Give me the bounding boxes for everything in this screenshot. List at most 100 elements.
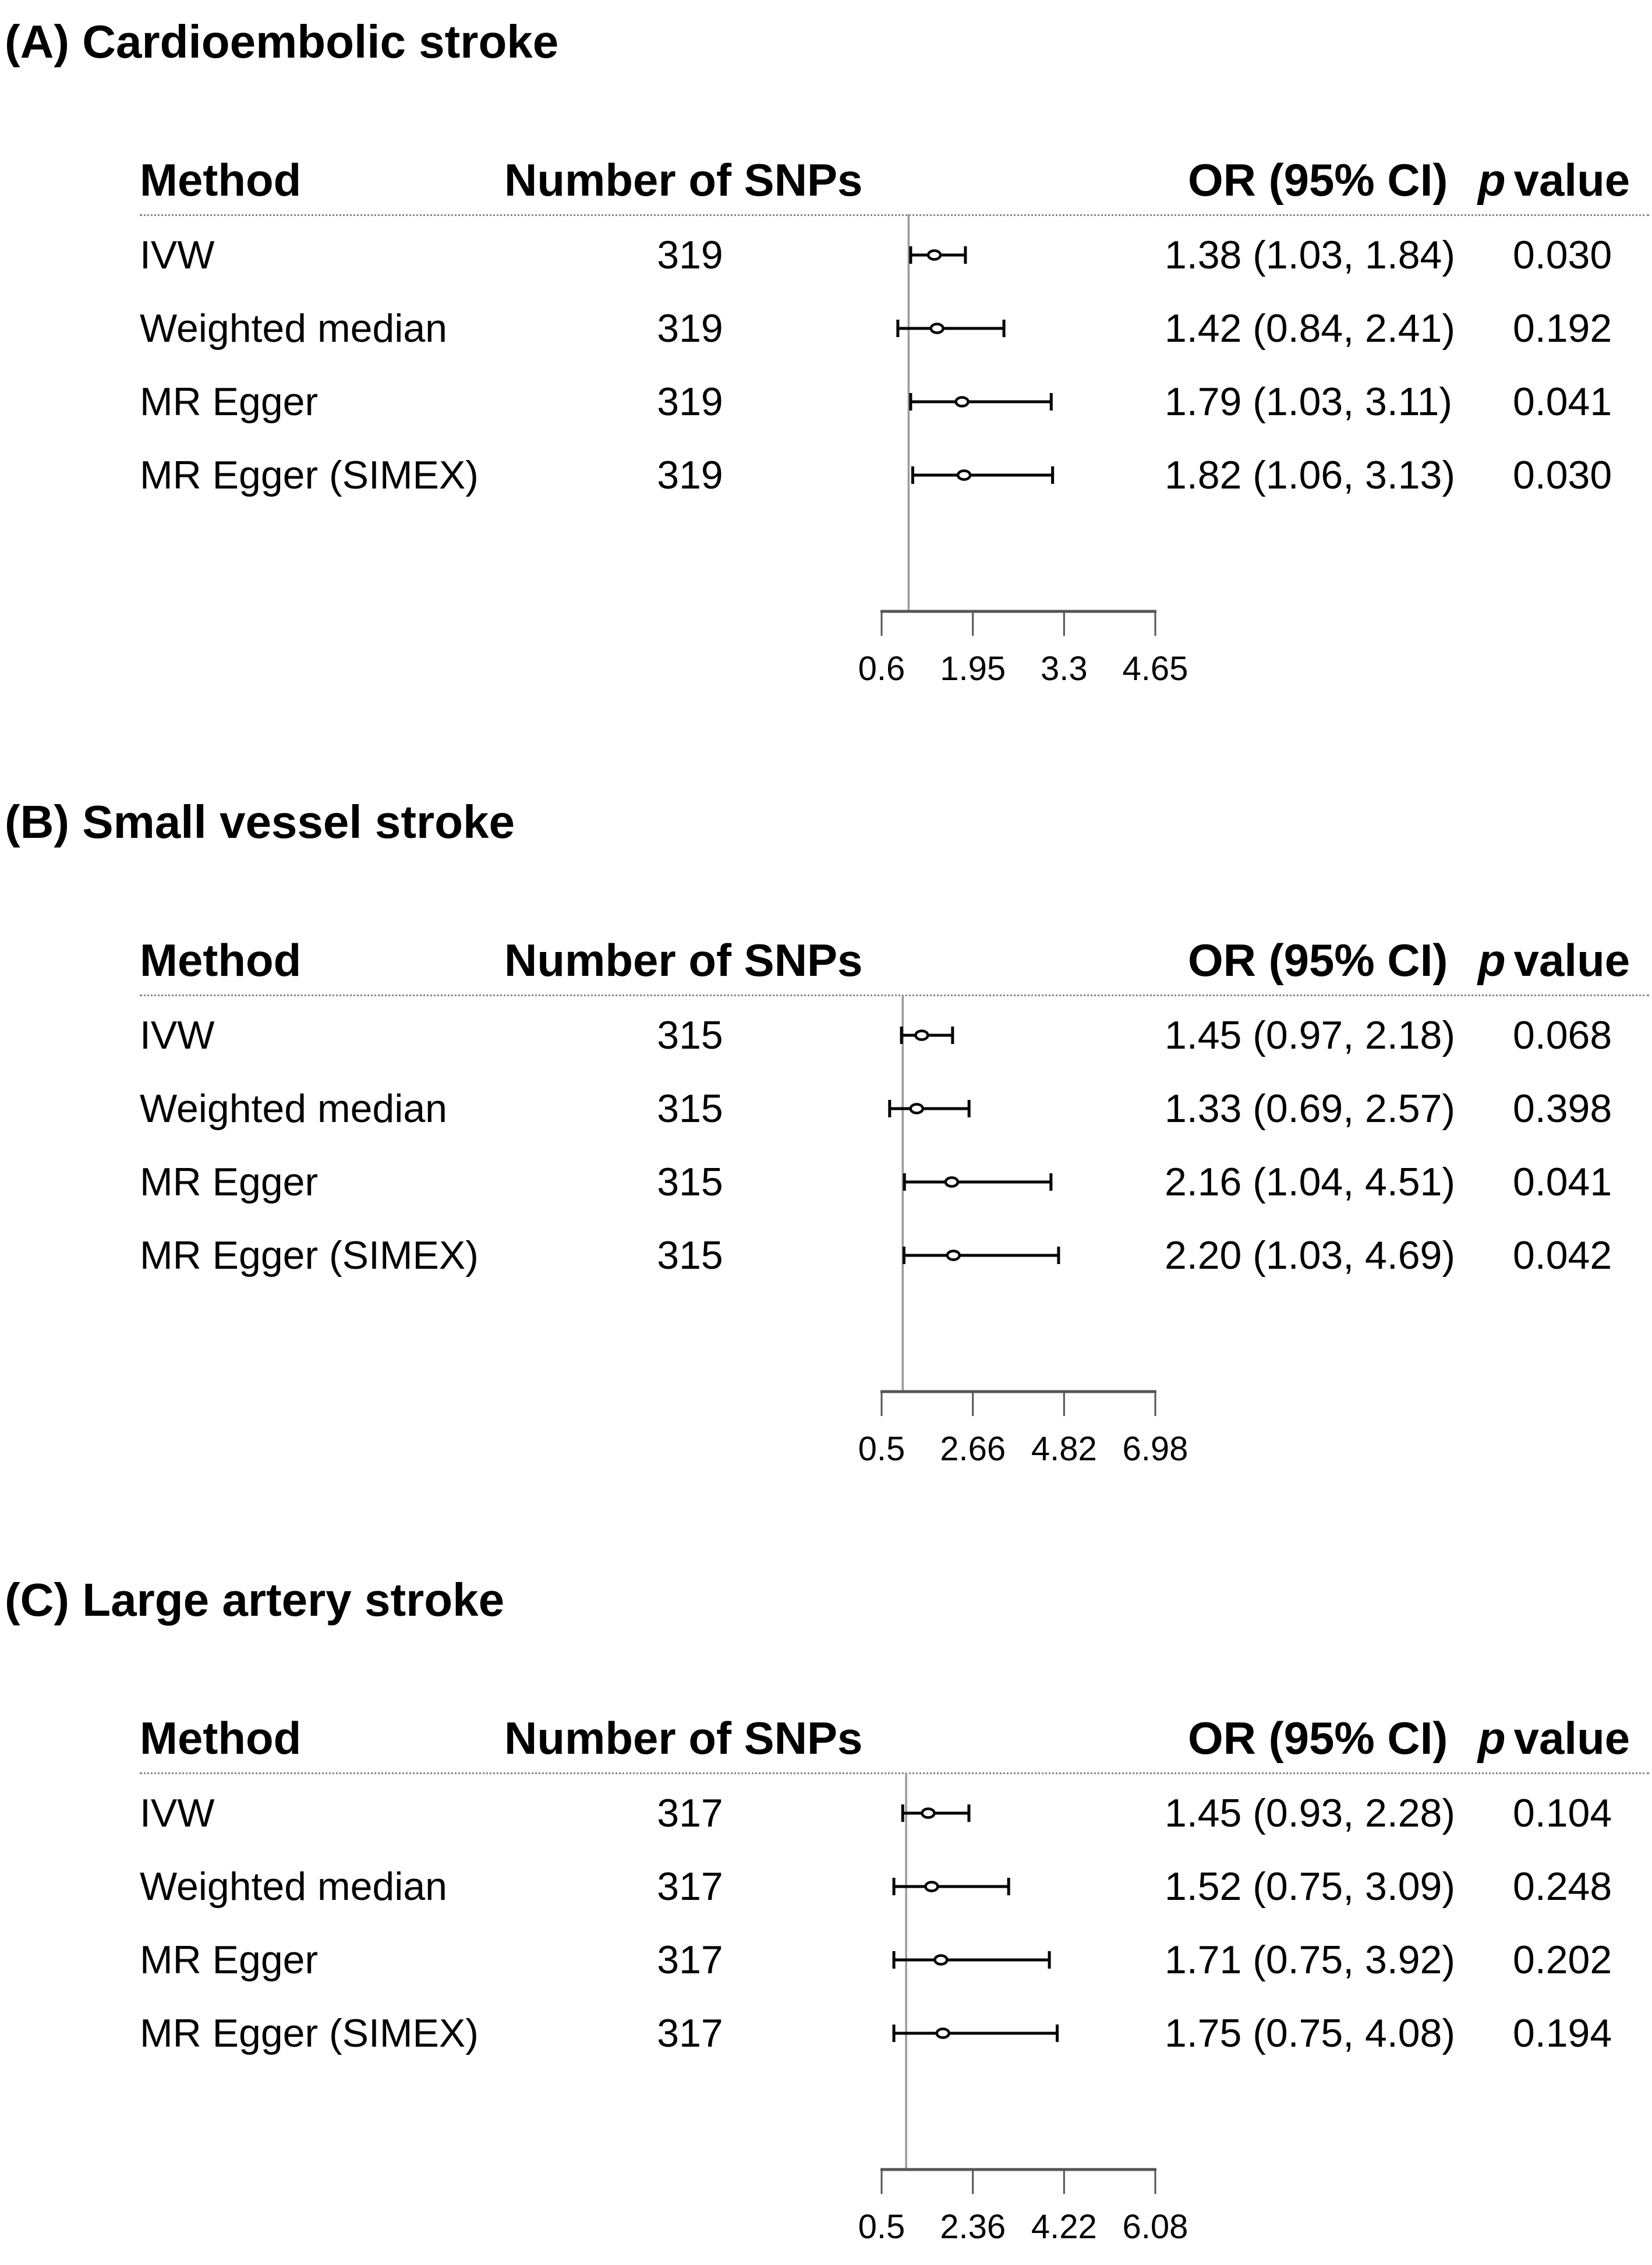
method-label: IVW (140, 1791, 215, 1835)
or-point-marker (921, 1807, 936, 1819)
method-label: MR Egger (140, 380, 319, 424)
column-header-method: Method (140, 935, 302, 986)
or-point-marker (924, 1881, 939, 1892)
method-label: MR Egger (SIMEX) (140, 2011, 479, 2055)
snps-count: 317 (657, 2011, 723, 2055)
or-point-marker (956, 469, 972, 481)
method-label: Weighted median (140, 1087, 447, 1131)
method-label: IVW (140, 233, 215, 277)
p-value: 0.202 (1513, 1938, 1612, 1982)
column-header-or-ci: OR (95% CI) (1188, 935, 1448, 986)
x-axis-tick-label: 2.36 (940, 2208, 1006, 2246)
x-axis-tick-label: 0.6 (858, 650, 905, 688)
forest-plot-canvas: 0.5 2.36 4.22 6.08 (858, 1772, 1188, 2246)
or-ci-value: 1.42 (0.84, 2.41) (1165, 306, 1456, 351)
x-axis-tick-label: 6.98 (1123, 1430, 1188, 1468)
or-ci-value: 1.82 (1.06, 3.13) (1165, 453, 1456, 497)
method-label: MR Egger (140, 1160, 319, 1204)
or-point-marker (935, 2027, 951, 2039)
x-axis-tick-label: 4.65 (1123, 650, 1188, 688)
or-ci-value: 1.75 (0.75, 4.08) (1165, 2011, 1456, 2055)
or-ci-value: 1.52 (0.75, 3.09) (1165, 1864, 1456, 1909)
or-point-marker (946, 1250, 961, 1261)
p-value: 0.068 (1513, 1013, 1612, 1057)
p-italic: p (1478, 154, 1506, 206)
snps-count: 317 (657, 1938, 723, 1982)
p-value: 0.192 (1513, 306, 1612, 351)
p-value: 0.030 (1513, 453, 1612, 497)
method-label: MR Egger (SIMEX) (140, 1233, 479, 1277)
p-value-word: value (1513, 154, 1630, 206)
p-value-word: value (1513, 935, 1630, 986)
p-value: 0.248 (1513, 1864, 1612, 1909)
or-point-marker (929, 323, 944, 334)
p-value-word: value (1513, 1712, 1630, 1764)
p-italic: p (1478, 1712, 1506, 1764)
snps-count: 315 (657, 1233, 723, 1277)
p-value: 0.041 (1513, 1160, 1612, 1204)
x-axis-tick-label: 6.08 (1123, 2208, 1188, 2246)
column-header-p-value: p value (1478, 1712, 1630, 1764)
snps-count: 319 (657, 380, 723, 424)
x-axis-tick-label: 1.95 (940, 650, 1006, 688)
panel-cardioembolic-stroke: (A) Cardioembolic stroke Method Number o… (0, 0, 1652, 780)
column-header-method: Method (140, 1712, 302, 1764)
column-header-snps: Number of SNPs (504, 935, 863, 986)
or-ci-value: 1.71 (0.75, 3.92) (1165, 1938, 1456, 1982)
or-point-marker (909, 1103, 924, 1114)
x-axis-tick-label: 3.3 (1041, 650, 1088, 688)
snps-count: 315 (657, 1160, 723, 1204)
forest-plot-canvas: 0.5 2.66 4.82 6.98 (858, 995, 1188, 1468)
snps-count: 315 (657, 1013, 723, 1057)
or-point-marker (933, 1954, 949, 1966)
or-point-marker (914, 1029, 929, 1041)
panel-small-vessel-stroke: (B) Small vessel stroke Method Number of… (0, 780, 1652, 1558)
p-value: 0.104 (1513, 1791, 1612, 1835)
panel-title: (A) Cardioembolic stroke (5, 16, 559, 68)
p-value: 0.030 (1513, 233, 1612, 277)
or-ci-value: 1.79 (1.03, 3.11) (1165, 380, 1452, 424)
p-value: 0.041 (1513, 380, 1612, 424)
x-axis-tick-label: 4.22 (1031, 2208, 1097, 2246)
or-point-marker (926, 249, 942, 261)
x-axis-tick-label: 2.66 (940, 1430, 1006, 1468)
method-label: MR Egger (140, 1938, 319, 1982)
panel-large-artery-stroke: (C) Large artery stroke Method Number of… (0, 1558, 1652, 2265)
or-ci-value: 1.45 (0.97, 2.18) (1165, 1013, 1456, 1057)
column-header-or-ci: OR (95% CI) (1188, 154, 1448, 206)
or-ci-value: 2.20 (1.03, 4.69) (1165, 1233, 1456, 1277)
p-value: 0.194 (1513, 2011, 1612, 2055)
method-label: IVW (140, 1013, 215, 1057)
p-value: 0.398 (1513, 1087, 1612, 1131)
header-separator-dotted-line (140, 995, 1649, 996)
or-ci-value: 1.33 (0.69, 2.57) (1165, 1087, 1456, 1131)
or-point-marker (954, 396, 970, 408)
panel-title: (B) Small vessel stroke (5, 796, 515, 848)
forest-plot-canvas: 0.6 1.95 3.3 4.65 (858, 214, 1188, 688)
snps-count: 315 (657, 1087, 723, 1131)
method-label: Weighted median (140, 1864, 447, 1909)
p-italic: p (1478, 935, 1506, 986)
snps-count: 319 (657, 453, 723, 497)
panel-title: (C) Large artery stroke (5, 1574, 505, 1626)
x-axis-tick-label: 4.82 (1031, 1430, 1097, 1468)
header-separator-dotted-line (140, 214, 1649, 216)
snps-count: 319 (657, 306, 723, 351)
or-ci-value: 1.38 (1.03, 1.84) (1165, 233, 1456, 277)
p-value: 0.042 (1513, 1233, 1612, 1277)
method-label: MR Egger (SIMEX) (140, 453, 479, 497)
or-ci-value: 1.45 (0.93, 2.28) (1165, 1791, 1456, 1835)
or-point-marker (944, 1176, 960, 1188)
column-header-p-value: p value (1478, 934, 1630, 986)
x-axis-tick-label: 0.5 (858, 2208, 905, 2246)
method-label: Weighted median (140, 306, 447, 351)
column-header-snps: Number of SNPs (504, 1712, 863, 1764)
column-header-snps: Number of SNPs (504, 154, 863, 206)
header-separator-dotted-line (140, 1772, 1649, 1774)
snps-count: 317 (657, 1791, 723, 1835)
snps-count: 319 (657, 233, 723, 277)
or-ci-value: 2.16 (1.04, 4.51) (1165, 1160, 1456, 1204)
x-axis-tick-label: 0.5 (858, 1430, 905, 1468)
column-header-or-ci: OR (95% CI) (1188, 1712, 1448, 1764)
snps-count: 317 (657, 1864, 723, 1909)
